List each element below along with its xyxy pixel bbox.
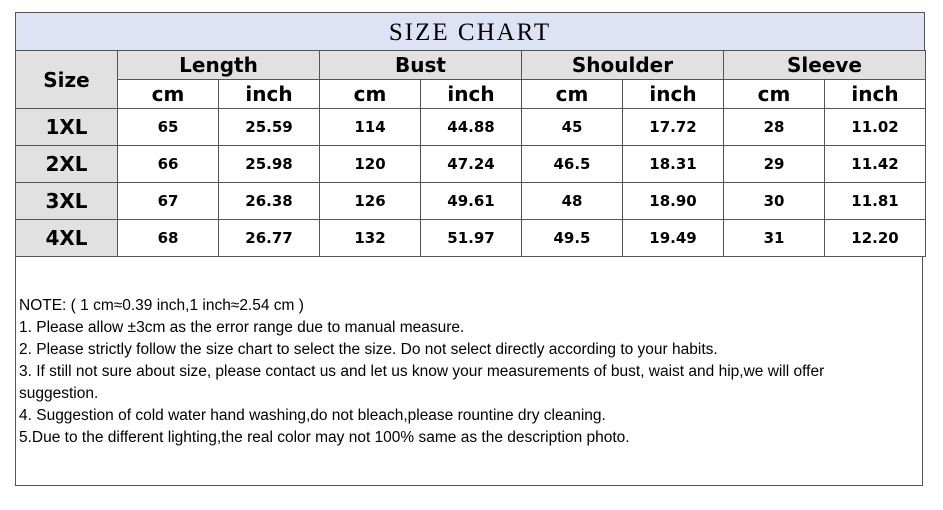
value-cell: 44.88 [420, 108, 522, 146]
unit-header: cm [723, 79, 825, 109]
value-cell: 26.38 [218, 182, 320, 220]
data-row: 4XL 68 26.77 132 51.97 49.5 19.49 31 12.20 [15, 219, 926, 257]
value-cell: 19.49 [622, 219, 724, 257]
value-cell: 29 [723, 145, 825, 183]
data-row: 3XL 67 26.38 126 49.61 48 18.90 30 11.81 [15, 182, 926, 220]
value-cell: 67 [117, 182, 219, 220]
group-header: Bust [319, 50, 522, 80]
value-cell: 28 [723, 108, 825, 146]
note-line: 2. Please strictly follow the size chart… [19, 341, 718, 358]
size-cell: 4XL [15, 219, 118, 257]
value-cell: 65 [117, 108, 219, 146]
note-line: 5.Due to the different lighting,the real… [19, 429, 630, 446]
value-cell: 120 [319, 145, 421, 183]
unit-header: inch [824, 79, 926, 109]
title: SIZE CHART [15, 12, 925, 51]
value-cell: 25.59 [218, 108, 320, 146]
value-cell: 11.42 [824, 145, 926, 183]
value-cell: 51.97 [420, 219, 522, 257]
value-cell: 48 [521, 182, 623, 220]
value-cell: 26.77 [218, 219, 320, 257]
header-row: Size Length Bust Shoulder Sleeve [15, 50, 926, 109]
group-header: Length [117, 50, 320, 80]
value-cell: 47.24 [420, 145, 522, 183]
unit-header: cm [117, 79, 219, 109]
unit-header: cm [319, 79, 421, 109]
value-cell: 12.20 [824, 219, 926, 257]
value-cell: 49.61 [420, 182, 522, 220]
unit-header: inch [622, 79, 724, 109]
value-cell: 11.02 [824, 108, 926, 146]
note-line: 1. Please allow ±3cm as the error range … [19, 319, 465, 336]
size-cell: 3XL [15, 182, 118, 220]
unit-header: inch [218, 79, 320, 109]
notes: NOTE: ( 1 cm≈0.39 inch,1 inch≈2.54 cm ) 1… [15, 256, 923, 486]
value-cell: 17.72 [622, 108, 724, 146]
value-cell: 132 [319, 219, 421, 257]
size-cell: 2XL [15, 145, 118, 183]
group-header: Shoulder [521, 50, 724, 80]
value-cell: 126 [319, 182, 421, 220]
unit-header: inch [420, 79, 522, 109]
note-line: NOTE: ( 1 cm≈0.39 inch,1 inch≈2.54 cm ) [19, 297, 304, 314]
size-cell: 1XL [15, 108, 118, 146]
data-row: 2XL 66 25.98 120 47.24 46.5 18.31 29 11.42 [15, 145, 926, 183]
value-cell: 11.81 [824, 182, 926, 220]
value-cell: 46.5 [521, 145, 623, 183]
value-cell: 18.90 [622, 182, 724, 220]
note-line: 3. If still not sure about size, please … [19, 363, 825, 402]
data-row: 1XL 65 25.59 114 44.88 45 17.72 28 11.02 [15, 108, 926, 146]
unit-row: cm inch cm inch cm inch cm inch [16, 79, 926, 109]
group-header: Sleeve [723, 50, 926, 80]
value-cell: 31 [723, 219, 825, 257]
note-line: 4. Suggestion of cold water hand washing… [19, 407, 606, 424]
value-cell: 66 [117, 145, 219, 183]
value-cell: 18.31 [622, 145, 724, 183]
value-cell: 45 [521, 108, 623, 146]
value-cell: 49.5 [521, 219, 623, 257]
size-table: Size Length Bust Shoulder Sleeve cm inch cm inch… [15, 50, 926, 257]
value-cell: 114 [319, 108, 421, 146]
header-cell: Size [15, 50, 118, 109]
value-cell: 68 [117, 219, 219, 257]
unit-header: cm [521, 79, 623, 109]
value-cell: 30 [723, 182, 825, 220]
value-cell: 25.98 [218, 145, 320, 183]
